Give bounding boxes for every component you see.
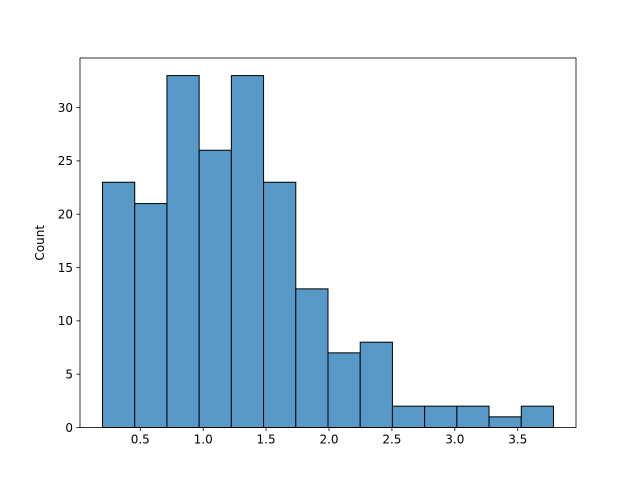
x-tick-label: 1.0 <box>194 433 213 447</box>
y-tick-label: 5 <box>65 367 73 381</box>
y-tick-label: 20 <box>58 208 73 222</box>
bars-group <box>102 75 554 429</box>
histogram-bar-4 <box>230 75 265 428</box>
histogram-bar-13 <box>520 405 554 428</box>
x-tick-label: 0.5 <box>131 433 150 447</box>
histogram-bar-11 <box>456 405 490 428</box>
plot-frame <box>79 57 577 428</box>
x-tick-label: 2.5 <box>382 433 401 447</box>
y-tick-label: 25 <box>58 154 73 168</box>
histogram-bar-5 <box>263 181 297 428</box>
y-axis-label: Count <box>33 225 47 261</box>
histogram-bar-8 <box>359 341 393 428</box>
histogram-bar-2 <box>166 75 200 428</box>
x-tick-label: 3.5 <box>508 433 527 447</box>
x-tick-label: 3.0 <box>445 433 464 447</box>
y-tick-label: 0 <box>65 421 73 435</box>
y-tick-label: 30 <box>58 101 73 115</box>
y-axis-ticks: 0 5 10 15 20 25 30 <box>58 101 80 435</box>
x-tick-label: 1.5 <box>257 433 276 447</box>
x-axis-ticks: 0.5 1.0 1.5 2.0 2.5 3.0 3.5 <box>131 427 527 447</box>
histogram-bar-12 <box>488 416 522 428</box>
histogram-bar-1 <box>134 203 168 428</box>
x-tick-label: 2.0 <box>319 433 338 447</box>
histogram-bar-10 <box>424 405 458 428</box>
y-tick-label: 10 <box>58 314 73 328</box>
y-tick-label: 15 <box>58 261 73 275</box>
histogram-bar-3 <box>198 149 232 428</box>
histogram-bar-9 <box>391 405 426 428</box>
histogram-bar-0 <box>102 181 136 428</box>
histogram-bar-7 <box>327 352 361 429</box>
histogram-bar-6 <box>295 288 329 428</box>
